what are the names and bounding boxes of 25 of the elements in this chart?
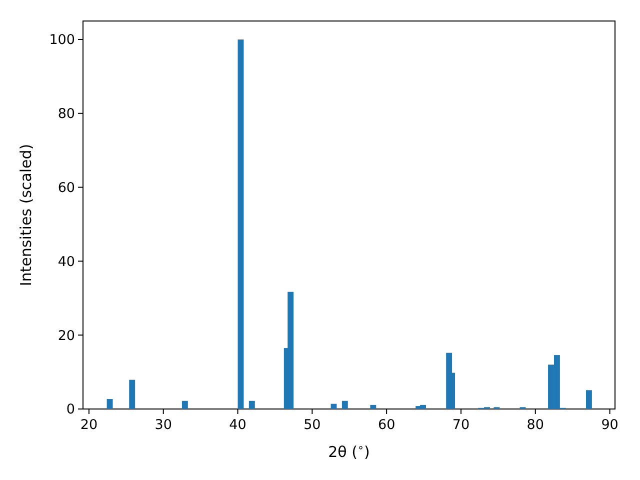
x-tick-label: 80: [526, 417, 544, 433]
x-tick-label: 50: [304, 417, 321, 433]
x-tick-label: 70: [452, 417, 470, 433]
bar: [129, 380, 136, 409]
y-tick-label: 20: [58, 328, 75, 344]
y-tick-label: 40: [58, 254, 75, 270]
x-tick-label: 60: [378, 417, 396, 433]
bar: [342, 400, 348, 409]
bar: [238, 39, 244, 409]
y-tick-label: 60: [58, 180, 75, 196]
bar: [288, 292, 294, 409]
x-axis-title: 2θ ($^{∘}$): [328, 442, 370, 461]
bar: [248, 400, 255, 409]
bar: [586, 390, 592, 409]
x-tick-label: 30: [154, 417, 172, 433]
y-tick-label: 80: [58, 106, 75, 122]
x-tick-label: 40: [229, 417, 246, 433]
y-tick-label: 100: [49, 32, 75, 48]
y-tick-label: 0: [66, 402, 75, 418]
y-axis-title: Intensities (scaled): [17, 144, 35, 286]
x-tick-label: 90: [601, 417, 618, 433]
x-tick-label: 20: [80, 417, 98, 433]
bar: [182, 400, 188, 409]
bar: [106, 399, 113, 409]
bar: [370, 404, 376, 409]
